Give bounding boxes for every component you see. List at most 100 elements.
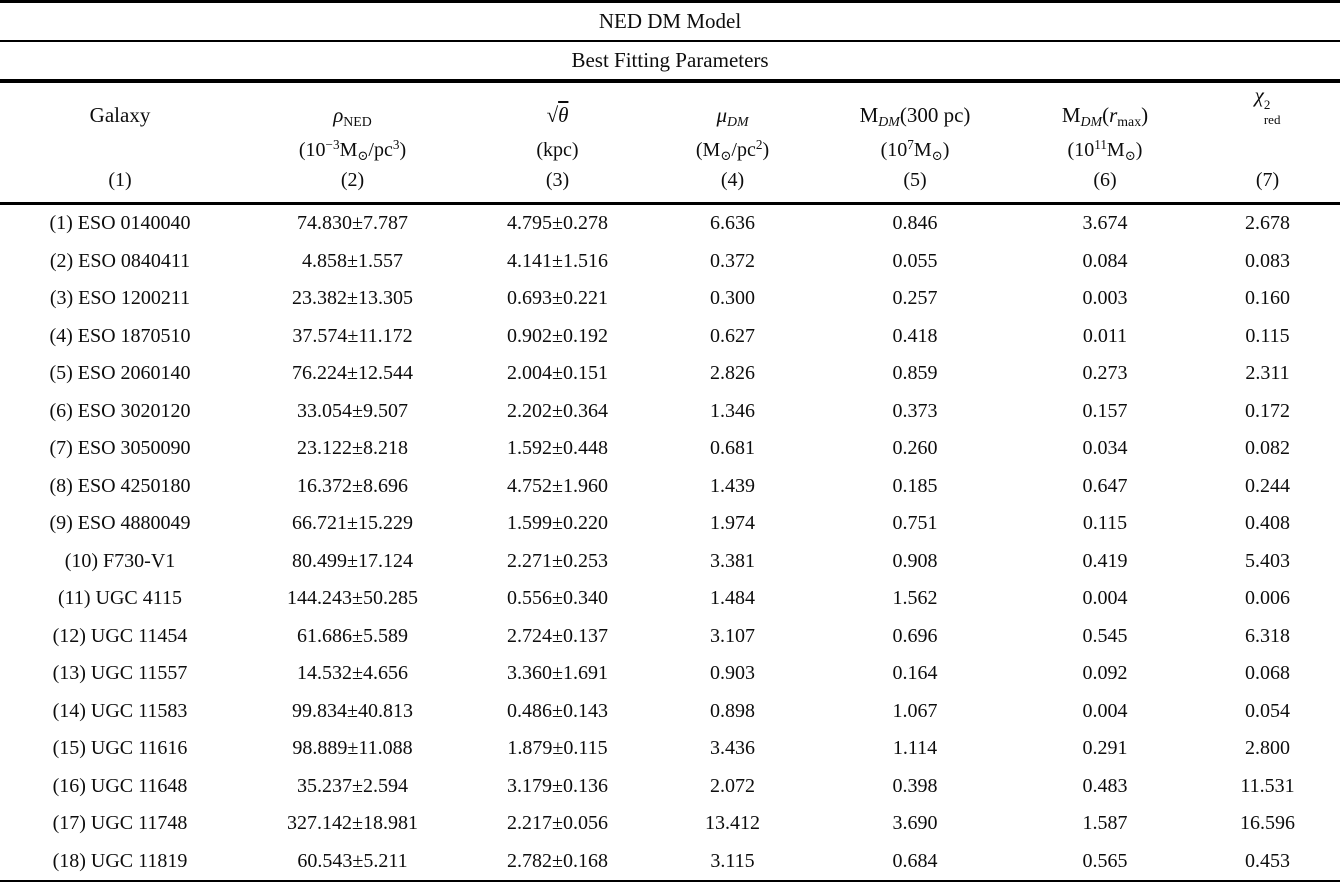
value-cell: 0.696 [892,624,938,647]
value-cell: 60.543±5.211 [297,849,408,872]
value-cell: 0.157 [1082,399,1128,422]
galaxy-cell: (14) UGC 11583 [52,699,188,722]
value-cell: 0.082 [1245,437,1291,460]
value-cell: 0.681 [710,437,755,460]
value-cell: 0.291 [1082,737,1128,760]
value-cell: 0.398 [892,774,938,797]
value-cell: 0.115 [1082,512,1128,535]
galaxy-cell: (12) UGC 11454 [52,624,188,647]
galaxy-cell: (13) UGC 11557 [52,662,188,685]
value-cell: 0.055 [892,249,938,272]
table-row: (17) UGC 11748 327.142±18.981 2.217±0.056 1… [0,805,1340,843]
value-cell: 1.439 [710,474,755,497]
value-cell: 1.346 [710,399,755,422]
column-number: (7) [1195,169,1340,206]
value-cell: 1.599±0.220 [507,512,608,535]
table-row: (2) ESO 0840411 4.858±1.557 4.141±1.516 0.3… [0,243,1340,281]
table-row: (9) ESO 4880049 66.721±15.229 1.599±0.220 1… [0,505,1340,543]
column-number: (4) [650,169,815,206]
value-cell: 0.011 [1082,324,1128,347]
column-number: (6) [1015,169,1195,206]
value-cell: 0.483 [1082,774,1128,797]
value-cell: 0.419 [1082,549,1128,572]
value-cell: 0.486±0.143 [507,699,608,722]
value-cell: 3.690 [892,812,938,835]
value-cell: 0.556±0.340 [507,587,608,610]
value-cell: 4.795±0.278 [507,212,608,235]
value-cell: 66.721±15.229 [292,512,413,535]
galaxy-cell: (5) ESO 2060140 [49,362,191,385]
galaxy-cell: (3) ESO 1200211 [49,287,191,310]
table-subtitle-row: Best Fitting Parameters [0,41,1340,83]
value-cell: 3.179±0.136 [507,774,608,797]
column-unit-galaxy [0,131,240,169]
table-row: (16) UGC 11648 35.237±2.594 3.179±0.136 2.0… [0,768,1340,806]
value-cell: 0.627 [710,324,755,347]
column-unit-mdm-300pc: (107M⊙) [880,136,950,163]
column-unit-chi2-red [1195,131,1340,169]
table-row: (8) ESO 4250180 16.372±8.696 4.752±1.960 1.… [0,468,1340,506]
galaxy-cell: (6) ESO 3020120 [49,399,191,422]
value-cell: 0.751 [892,512,938,535]
value-cell: 0.092 [1082,662,1128,685]
table-subtitle: Best Fitting Parameters [0,41,1340,83]
value-cell: 2.678 [1245,212,1291,235]
galaxy-cell: (18) UGC 11819 [52,849,188,872]
value-cell: 76.224±12.544 [292,362,413,385]
value-cell: 0.647 [1082,474,1128,497]
value-cell: 327.142±18.981 [287,812,418,835]
value-cell: 16.596 [1240,812,1296,835]
value-cell: 0.115 [1245,324,1290,347]
value-cell: 1.879±0.115 [507,737,608,760]
value-cell: 37.574±11.172 [292,324,413,347]
column-header-galaxy: Galaxy [89,103,151,128]
galaxy-cell: (1) ESO 0140040 [49,212,191,235]
value-cell: 13.412 [705,812,760,835]
value-cell: 0.257 [892,287,938,310]
table-row: (18) UGC 11819 60.543±5.211 2.782±0.168 3.1… [0,843,1340,882]
value-cell: 0.068 [1245,662,1291,685]
value-cell: 144.243±50.285 [287,587,418,610]
value-cell: 0.693±0.221 [507,287,608,310]
column-unit-rho-ned: (10−3M⊙/pc3) [298,136,407,163]
column-numbers-row: (1) (2) (3) (4) (5) (6) (7) [0,169,1340,206]
value-cell: 1.114 [892,737,938,760]
galaxy-cell: (2) ESO 0840411 [49,249,191,272]
table-row: (12) UGC 11454 61.686±5.589 2.724±0.137 3.1… [0,618,1340,656]
table-body: (1) ESO 0140040 74.830±7.787 4.795±0.278 6.… [0,204,1340,882]
value-cell: 0.372 [710,249,755,272]
value-cell: 74.830±7.787 [297,212,408,235]
value-cell: 2.271±0.253 [507,549,608,572]
galaxy-cell: (11) UGC 4115 [57,587,183,610]
value-cell: 0.185 [892,474,938,497]
column-number: (2) [240,169,465,206]
column-number: (5) [815,169,1015,206]
value-cell: 23.122±8.218 [297,437,408,460]
value-cell: 5.403 [1245,549,1291,572]
value-cell: 0.846 [892,212,938,235]
value-cell: 14.532±4.656 [297,662,408,685]
galaxy-cell: (7) ESO 3050090 [49,437,191,460]
value-cell: 3.381 [710,549,755,572]
table-row: (4) ESO 1870510 37.574±11.172 0.902±0.192 0… [0,318,1340,356]
column-header-mdm-300pc: MDM(300 pc) [859,103,971,130]
value-cell: 2.782±0.168 [507,849,608,872]
value-cell: 3.115 [710,849,755,872]
value-cell: 2.004±0.151 [507,362,608,385]
value-cell: 0.373 [892,399,938,422]
column-header-sqrt-theta: √θ [546,103,569,128]
value-cell: 0.453 [1245,849,1291,872]
value-cell: 2.311 [1245,362,1290,385]
value-cell: 0.164 [892,662,938,685]
value-cell: 0.903 [710,662,755,685]
value-cell: 0.565 [1082,849,1128,872]
table-row: (1) ESO 0140040 74.830±7.787 4.795±0.278 6.… [0,204,1340,243]
value-cell: 1.587 [1082,812,1128,835]
value-cell: 3.674 [1082,212,1128,235]
column-headers-row: Galaxy ρNED √θ μDM MDM(300 pc) MDM(rmax)… [0,81,1340,131]
value-cell: 2.202±0.364 [507,399,608,422]
galaxy-cell: (10) F730-V1 [64,549,176,572]
galaxy-cell: (9) ESO 4880049 [49,512,191,535]
value-cell: 61.686±5.589 [297,624,408,647]
value-cell: 3.107 [710,624,755,647]
